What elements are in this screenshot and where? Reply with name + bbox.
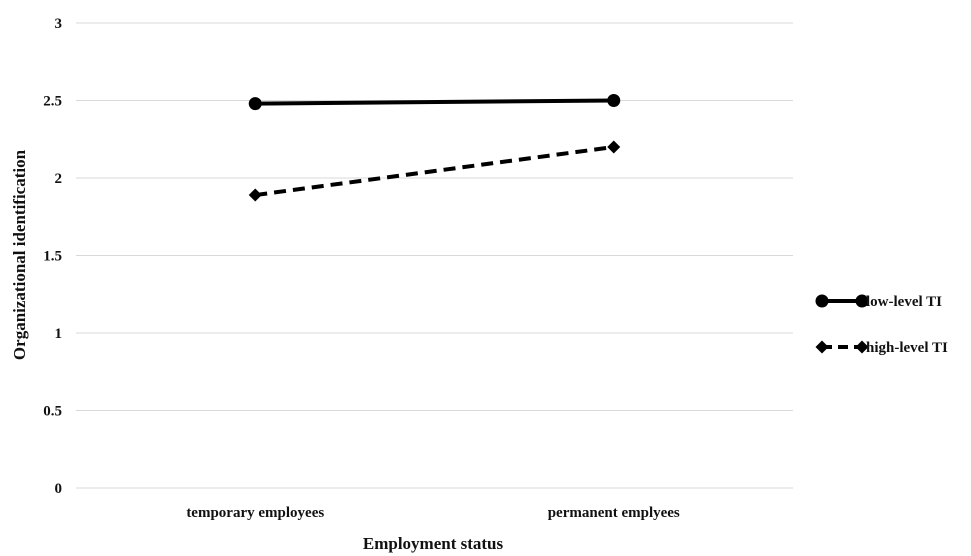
legend: low-level TI high-level TI <box>815 294 948 356</box>
x-axis-title: Employment status <box>363 534 504 553</box>
y-tick-label: 1 <box>55 326 63 342</box>
y-axis-ticks: 0 0.5 1 1.5 2 2.5 3 <box>43 16 62 497</box>
y-tick-label: 0.5 <box>43 404 62 420</box>
data-point <box>607 140 621 154</box>
y-tick-label: 2.5 <box>43 94 62 110</box>
legend-label: high-level TI <box>866 340 948 356</box>
gridlines <box>76 22 793 489</box>
y-axis-title: Organizational identification <box>10 149 29 360</box>
legend-item: high-level TI <box>815 340 948 356</box>
series-line <box>255 98 614 106</box>
series-0 <box>248 94 621 111</box>
series-line <box>254 145 615 198</box>
y-tick-label: 3 <box>55 16 63 32</box>
data-point <box>607 94 621 107</box>
series-1 <box>248 140 621 202</box>
x-axis-ticks: temporary employees permanent emplyees <box>186 505 680 521</box>
y-tick-label: 1.5 <box>43 249 62 265</box>
y-tick-label: 2 <box>55 171 63 187</box>
series-layer <box>248 94 621 202</box>
x-tick-label: temporary employees <box>186 505 324 521</box>
legend-label: low-level TI <box>866 294 942 310</box>
x-tick-label: permanent emplyees <box>548 505 680 521</box>
y-tick-label: 0 <box>55 481 63 497</box>
legend-item: low-level TI <box>815 294 942 310</box>
data-point <box>248 97 262 111</box>
legend-marker <box>815 340 829 354</box>
legend-marker <box>815 294 829 308</box>
legend-marker <box>855 294 869 308</box>
data-point <box>248 188 262 202</box>
legend-marker <box>855 340 869 354</box>
